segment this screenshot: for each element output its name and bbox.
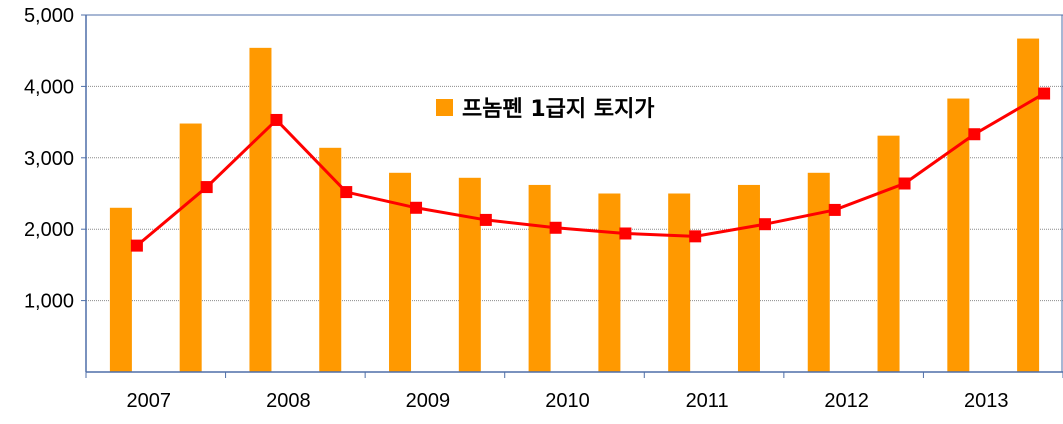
line-marker [479, 213, 492, 226]
line-marker [898, 177, 911, 190]
bar [668, 193, 691, 372]
x-tick-label: 2007 [127, 390, 172, 412]
y-tick-labels: 1,000 2,000 3,000 4,000 5,000 [24, 5, 74, 313]
legend: 프놈펜 1급지 토지가 [436, 97, 655, 122]
y-tick-label: 2,000 [24, 219, 74, 241]
line-marker [689, 230, 702, 243]
bar [1017, 38, 1040, 372]
bar [807, 172, 830, 372]
bar [458, 177, 481, 372]
line-series [130, 87, 1051, 252]
line-marker [130, 239, 143, 252]
bar [877, 135, 900, 372]
y-tick-label: 3,000 [24, 148, 74, 170]
bar [179, 123, 202, 372]
x-tick-label: 2008 [266, 390, 311, 412]
legend-label: 프놈펜 1급지 토지가 [462, 97, 655, 122]
line-marker [619, 227, 632, 240]
series-line [135, 92, 1045, 247]
y-tick-label: 4,000 [24, 76, 74, 98]
y-tick-label: 1,000 [24, 291, 74, 313]
axes [81, 14, 1063, 378]
bar [598, 193, 621, 372]
y-tick-label: 5,000 [24, 5, 74, 27]
bar [737, 184, 760, 372]
x-tick-labels: 2007 2008 2009 2010 2011 2012 2013 [127, 390, 1009, 412]
x-tick-label: 2012 [824, 390, 869, 412]
bars [109, 38, 1040, 373]
line-marker [758, 218, 771, 231]
bar [109, 207, 132, 372]
x-tick-label: 2010 [545, 390, 590, 412]
line-marker [410, 201, 423, 214]
bar [249, 47, 272, 373]
line-marker [968, 128, 981, 141]
x-tick-label: 2013 [964, 390, 1009, 412]
gridlines [86, 14, 1063, 302]
bar [947, 98, 970, 373]
line-marker [200, 181, 213, 194]
line-marker [1038, 87, 1051, 100]
line-marker [340, 186, 353, 199]
bar [389, 172, 412, 372]
bar [528, 184, 551, 372]
legend-swatch [436, 99, 453, 116]
x-tick-label: 2011 [686, 390, 729, 412]
x-tick-label: 2009 [406, 390, 451, 412]
bar [319, 147, 342, 372]
line-marker [828, 203, 841, 216]
line-marker [270, 113, 283, 126]
line-marker [549, 221, 562, 234]
